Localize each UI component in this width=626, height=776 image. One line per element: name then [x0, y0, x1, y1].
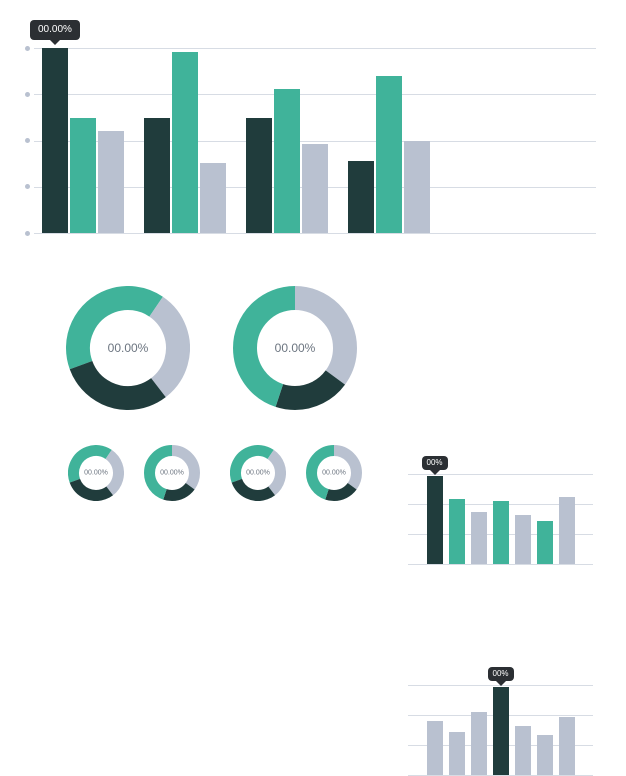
donut-center-label: 00.00%: [144, 470, 200, 477]
bar-tooltip: 00%: [422, 456, 448, 470]
donut-chart-small: 00.00%: [230, 445, 286, 501]
bar: [559, 497, 575, 565]
bar: [144, 118, 170, 233]
bar: [42, 48, 68, 233]
bar: [449, 732, 465, 775]
bar: [302, 144, 328, 233]
bar: [537, 735, 553, 776]
tooltip-label: 00%: [493, 669, 509, 678]
bar: [471, 712, 487, 775]
donut-chart-small: 00.00%: [306, 445, 362, 501]
bar: [493, 687, 509, 775]
mini-bar-chart-2: 00%: [408, 685, 593, 775]
bar: [274, 89, 300, 233]
main-bar-chart: 00.00%: [34, 48, 596, 233]
bar: [70, 118, 96, 233]
donut-center-label: 00.00%: [66, 341, 190, 355]
donut-center-label: 00.00%: [230, 470, 286, 477]
donut-chart-small: 00.00%: [144, 445, 200, 501]
bar: [471, 512, 487, 564]
donut-center-label: 00.00%: [233, 341, 357, 355]
donut-chart-large-1: 00.00%: [66, 286, 190, 410]
bar: [376, 76, 402, 233]
bar: [427, 476, 443, 564]
bar: [348, 161, 374, 233]
mini-bar-chart-1: 00%: [408, 474, 593, 564]
bar: [515, 726, 531, 776]
bar: [98, 131, 124, 233]
bar-tooltip: 00.00%: [30, 20, 80, 40]
bar: [515, 515, 531, 565]
bar: [493, 501, 509, 564]
donut-chart-small: 00.00%: [68, 445, 124, 501]
donut-center-label: 00.00%: [68, 470, 124, 477]
donut-center-label: 00.00%: [306, 470, 362, 477]
donut-chart-large-2: 00.00%: [233, 286, 357, 410]
tooltip-label: 00%: [427, 458, 443, 467]
bar: [404, 141, 430, 234]
bar: [449, 499, 465, 564]
bar: [246, 118, 272, 233]
bar: [172, 52, 198, 233]
bar-tooltip: 00%: [488, 667, 514, 681]
bar: [200, 163, 226, 233]
bar: [537, 521, 553, 564]
bar: [427, 721, 443, 775]
tooltip-label: 00.00%: [38, 24, 72, 35]
bar: [559, 717, 575, 776]
